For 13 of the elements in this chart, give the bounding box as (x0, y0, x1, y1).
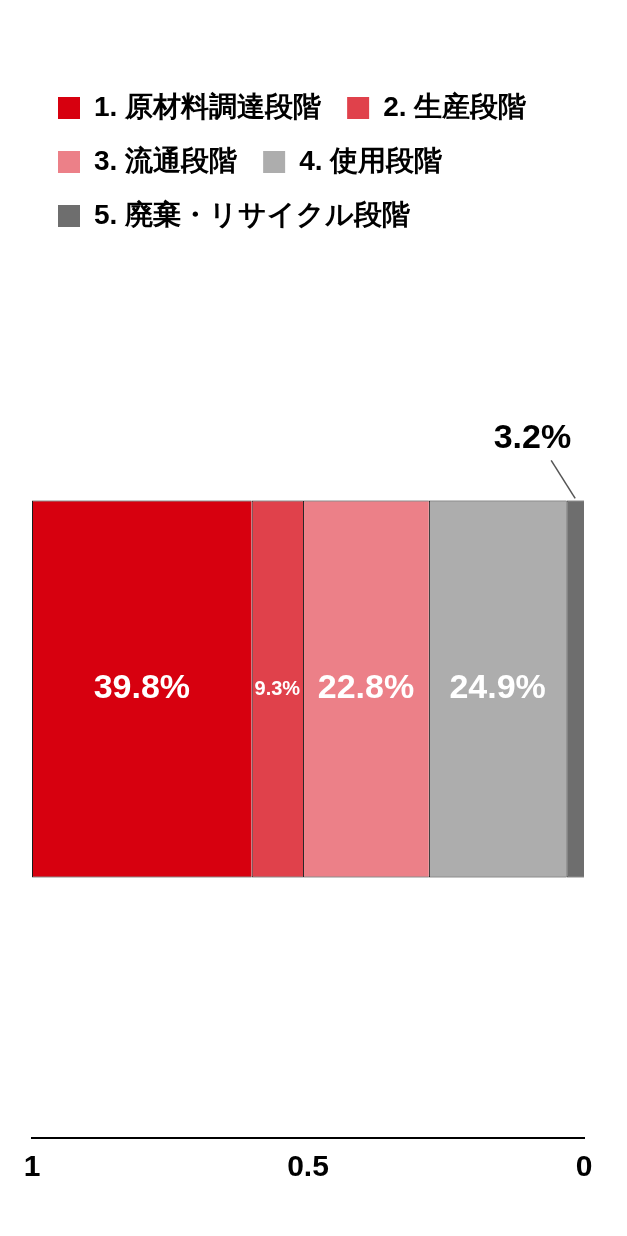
legend-label: 5. 廃棄・リサイクル段階 (94, 198, 412, 230)
data-label: 22.8% (317, 667, 415, 706)
x-tick-label: 0 (575, 1149, 593, 1183)
data-label: 9.3% (254, 676, 301, 699)
data-label: 3.2% (493, 416, 572, 455)
legend-label: 4. 使用段階 (299, 144, 444, 176)
legend-label: 1. 原材料調達段階 (94, 90, 323, 122)
data-label: 39.8% (93, 667, 191, 706)
x-tick-label: 0.5 (287, 1149, 329, 1183)
data-label: 24.9% (449, 667, 546, 706)
x-tick-label: 1 (23, 1149, 41, 1183)
legend-label: 3. 流通段階 (94, 144, 239, 176)
legend-label: 2. 生産段階 (383, 90, 528, 122)
